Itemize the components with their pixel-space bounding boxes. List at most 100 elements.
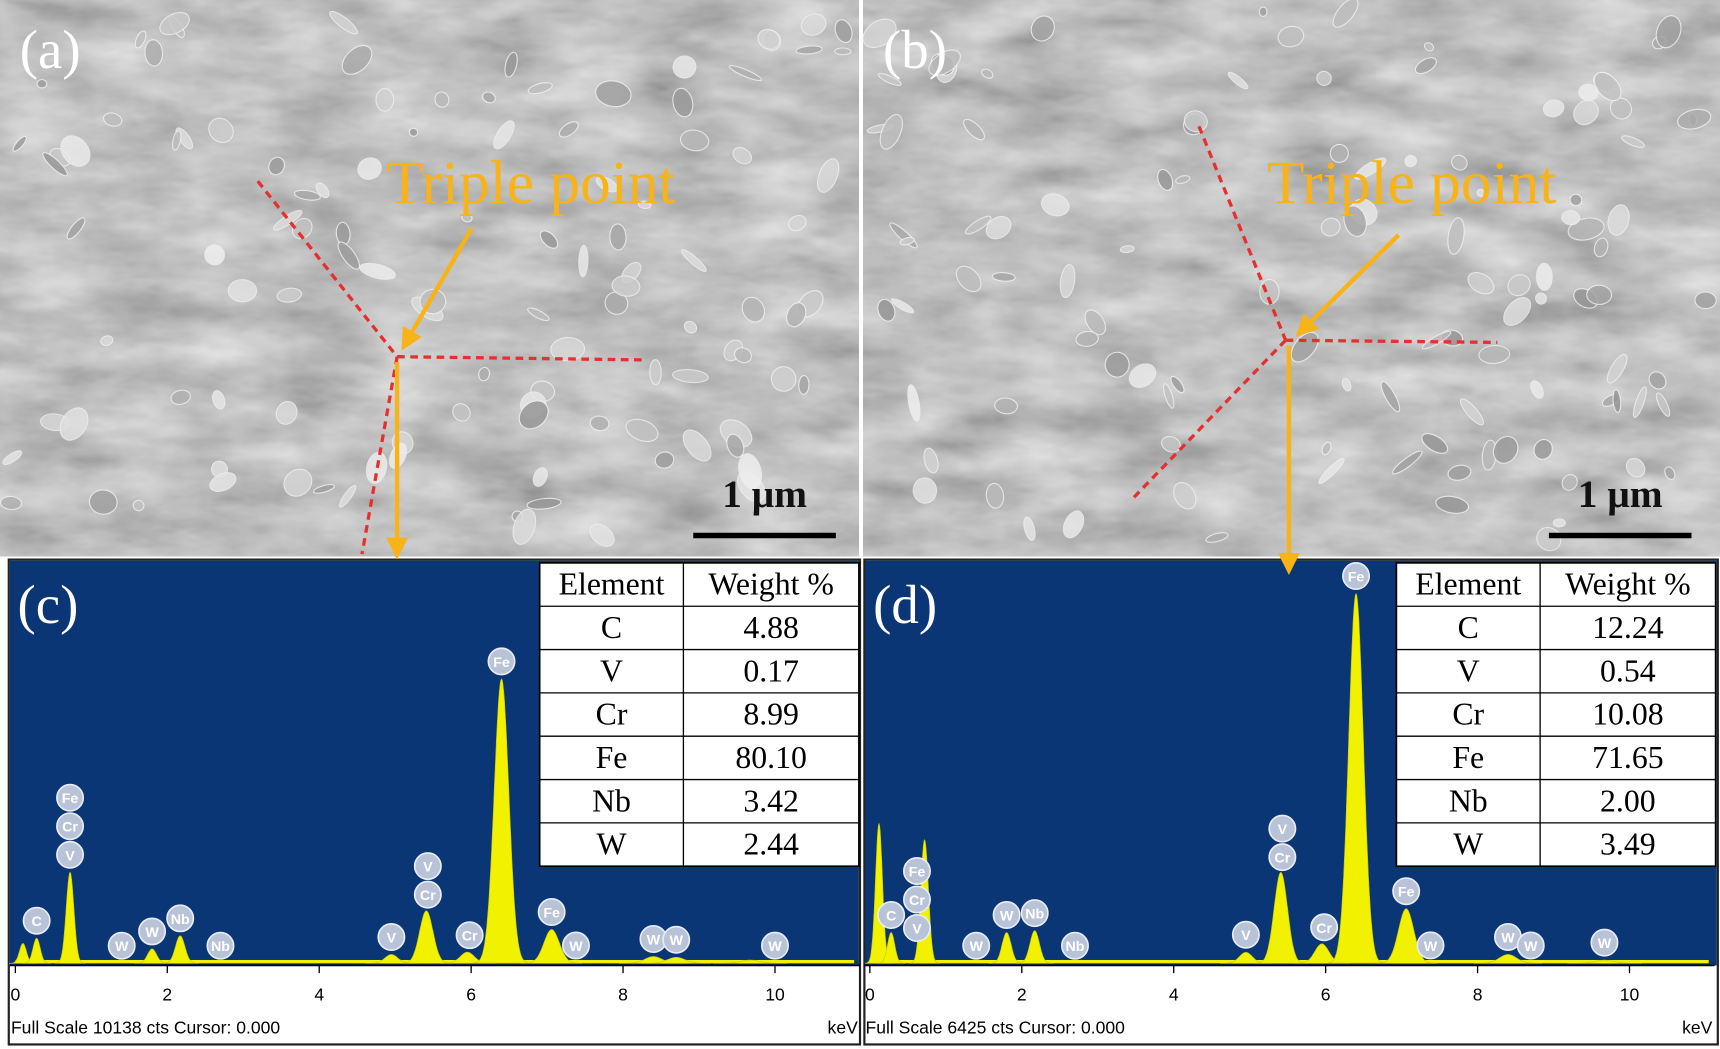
- particle: [1535, 292, 1547, 305]
- peak-label: Cr: [909, 893, 925, 909]
- panel-label: (d): [873, 574, 937, 635]
- peak-badge: [1416, 931, 1445, 960]
- particle: [834, 19, 853, 44]
- particle: [1573, 99, 1599, 126]
- particle: [539, 230, 559, 249]
- particle: [1341, 378, 1352, 392]
- peak-badge: [413, 880, 442, 909]
- table-cell: 0.17: [743, 653, 799, 688]
- peak-badge: [1392, 877, 1421, 906]
- table-cell: 0.54: [1600, 653, 1656, 688]
- particle: [275, 400, 298, 425]
- peak-badge: [1060, 931, 1089, 960]
- particle: [928, 49, 961, 76]
- particle: [1655, 15, 1682, 49]
- peak-badge: [902, 885, 931, 914]
- particle: [1354, 157, 1387, 180]
- peak-label: Cr: [1274, 851, 1290, 867]
- particle: [1380, 381, 1401, 413]
- particle: [144, 39, 164, 67]
- peak-badge: [377, 923, 406, 951]
- scale-bar-label: 1 μm: [722, 472, 807, 516]
- particle: [609, 223, 627, 251]
- particle: [1677, 108, 1712, 130]
- peak-label: V: [423, 860, 433, 876]
- table-cell: Fe: [1452, 740, 1484, 775]
- particle: [795, 45, 823, 55]
- x-tick-label: 2: [162, 985, 172, 1005]
- particle: [726, 433, 745, 458]
- peak-label: Cr: [62, 820, 78, 836]
- particle: [408, 127, 419, 137]
- table-cell: 4.88: [743, 610, 799, 645]
- grain-boundaries: [256, 125, 1498, 555]
- particle: [578, 244, 589, 278]
- particle: [1318, 457, 1345, 485]
- particle: [212, 390, 226, 410]
- peak: [988, 932, 1025, 964]
- particle: [1593, 237, 1609, 258]
- peak-label: W: [1501, 930, 1515, 946]
- peak-label: V: [1278, 822, 1288, 838]
- particle: [1329, 143, 1349, 163]
- x-unit: keV: [828, 1017, 859, 1037]
- particle: [1648, 371, 1667, 390]
- particle: [88, 489, 118, 515]
- particle: [923, 447, 939, 474]
- peak-label: W: [1524, 939, 1538, 955]
- particle: [1621, 135, 1645, 148]
- arrow: [401, 227, 474, 351]
- peak-label: W: [768, 939, 782, 955]
- peak-label: C: [886, 909, 896, 925]
- peak-label: V: [387, 930, 397, 946]
- particle: [329, 10, 358, 35]
- particle: [59, 407, 89, 441]
- particle: [1421, 433, 1449, 454]
- particle: [478, 366, 491, 382]
- peak-badge: [455, 921, 484, 950]
- peak-label: W: [969, 939, 983, 955]
- peak-badge: [902, 914, 931, 942]
- table-cell: V: [600, 653, 623, 688]
- x-tick-label: 10: [1620, 985, 1640, 1005]
- peak: [54, 871, 86, 964]
- particle: [12, 135, 27, 152]
- peak-label: C: [31, 914, 41, 930]
- particle: [877, 298, 896, 322]
- particle: [1459, 398, 1485, 426]
- peak-badge: [877, 901, 906, 930]
- particle: [66, 217, 86, 240]
- table-bg: [1395, 562, 1717, 868]
- peak: [1254, 872, 1308, 964]
- particle: [786, 302, 807, 328]
- x-tick-label: 4: [1169, 985, 1179, 1005]
- particle: [1030, 15, 1055, 42]
- panel-label: (a): [20, 19, 81, 80]
- boundary-line: [1130, 339, 1287, 501]
- particle: [738, 453, 763, 490]
- particle: [312, 483, 335, 494]
- particle: [1492, 435, 1519, 464]
- peak-badge: [962, 931, 991, 960]
- peak: [1567, 959, 1642, 964]
- particle: [890, 298, 915, 314]
- x-tick-label: 6: [466, 985, 476, 1005]
- particle: [1404, 154, 1417, 168]
- arrows: [386, 227, 1401, 575]
- particle: [877, 73, 902, 86]
- particle: [1478, 344, 1511, 364]
- peak-label: Cr: [1316, 921, 1332, 937]
- particle: [341, 45, 373, 75]
- particle: [1476, 188, 1485, 197]
- arrow: [1295, 233, 1401, 337]
- peak-badge: [22, 906, 51, 935]
- particle: [1561, 210, 1581, 226]
- particle: [672, 55, 697, 79]
- particle: [834, 47, 852, 56]
- particle: [1561, 474, 1578, 491]
- peak-badge: [56, 783, 85, 812]
- peak-label: Nb: [211, 939, 230, 955]
- particle: [1664, 466, 1676, 480]
- particle: [1625, 457, 1646, 478]
- particle: [681, 249, 707, 272]
